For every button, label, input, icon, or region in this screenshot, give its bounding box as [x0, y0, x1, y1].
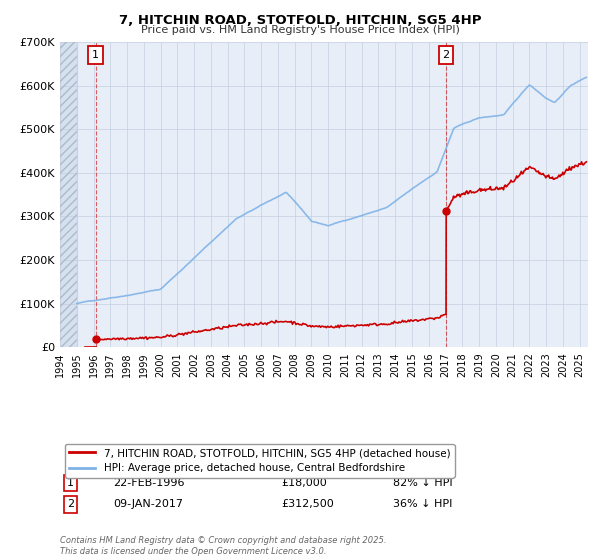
Bar [60, 42, 77, 347]
Text: 36% ↓ HPI: 36% ↓ HPI [392, 500, 452, 510]
Bar [60, 42, 77, 347]
Text: Contains HM Land Registry data © Crown copyright and database right 2025.
This d: Contains HM Land Registry data © Crown c… [60, 536, 386, 556]
Text: 1: 1 [67, 478, 74, 488]
Text: Price paid vs. HM Land Registry's House Price Index (HPI): Price paid vs. HM Land Registry's House … [140, 25, 460, 35]
Text: 1: 1 [92, 50, 99, 60]
Text: 09-JAN-2017: 09-JAN-2017 [113, 500, 183, 510]
Text: 22-FEB-1996: 22-FEB-1996 [113, 478, 184, 488]
Text: £312,500: £312,500 [282, 500, 335, 510]
Text: 2: 2 [67, 500, 74, 510]
Text: £18,000: £18,000 [282, 478, 328, 488]
Legend: 7, HITCHIN ROAD, STOTFOLD, HITCHIN, SG5 4HP (detached house), HPI: Average price: 7, HITCHIN ROAD, STOTFOLD, HITCHIN, SG5 … [65, 444, 455, 478]
Text: 7, HITCHIN ROAD, STOTFOLD, HITCHIN, SG5 4HP: 7, HITCHIN ROAD, STOTFOLD, HITCHIN, SG5 … [119, 14, 481, 27]
Text: 82% ↓ HPI: 82% ↓ HPI [392, 478, 452, 488]
Text: 2: 2 [442, 50, 449, 60]
